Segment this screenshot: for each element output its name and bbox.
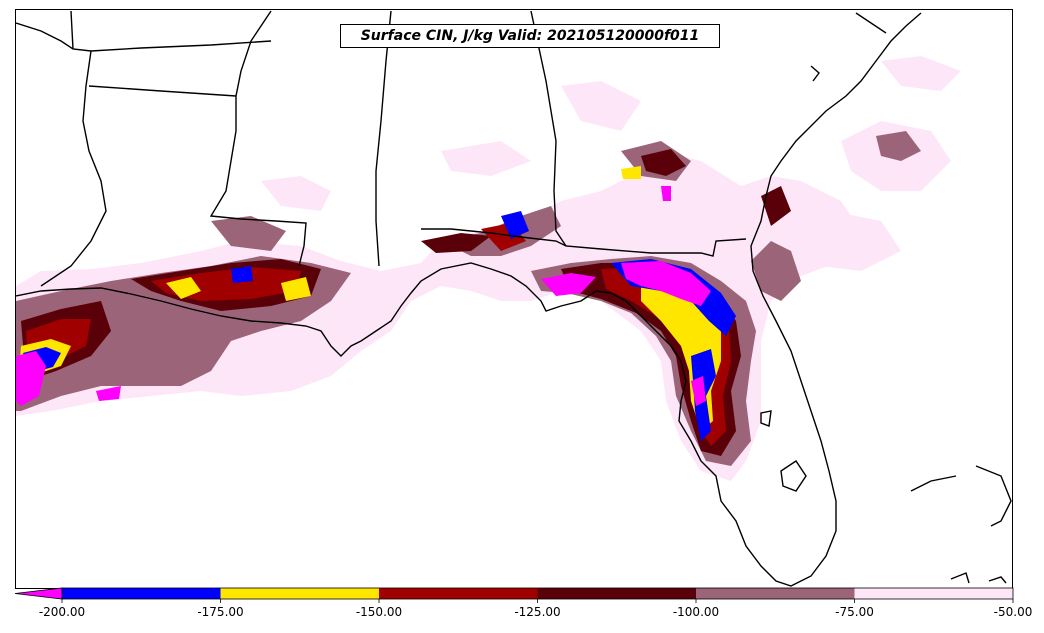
coastline-layer [16,10,1012,587]
colorbar-tick-label: -125.00 [514,605,560,619]
map-panel: Surface CIN, J/kg Valid: 202105120000f01… [15,9,1013,589]
colorbar: -200.00 -175.00 -150.00 -125.00 -100.00 -75.0… [14,587,1033,619]
colorbar-tick-label: -50.00 [994,605,1033,619]
colorbar-tick-label: -100.00 [673,605,719,619]
cin-map [16,10,1012,587]
colorbar-swatch [854,588,1013,599]
colorbar-swatch [62,588,221,599]
colorbar-tick-label: -150.00 [356,605,402,619]
colorbar-tick-label: -200.00 [39,605,85,619]
colorbar-tick-label: -75.00 [835,605,874,619]
colorbar-swatch [537,588,696,599]
colorbar-swatch [696,588,855,599]
map-title: Surface CIN, J/kg Valid: 202105120000f01… [340,24,720,48]
colorbar-extend-min [14,587,63,600]
cin-layer-magenta [16,186,711,406]
colorbar-tick-label: -175.00 [197,605,243,619]
colorbar-swatch [379,588,538,599]
colorbar-swatches [14,587,1014,600]
colorbar-ticks: -200.00 -175.00 -150.00 -125.00 -100.00 -75.0… [39,599,1033,619]
colorbar-swatch [220,588,379,599]
